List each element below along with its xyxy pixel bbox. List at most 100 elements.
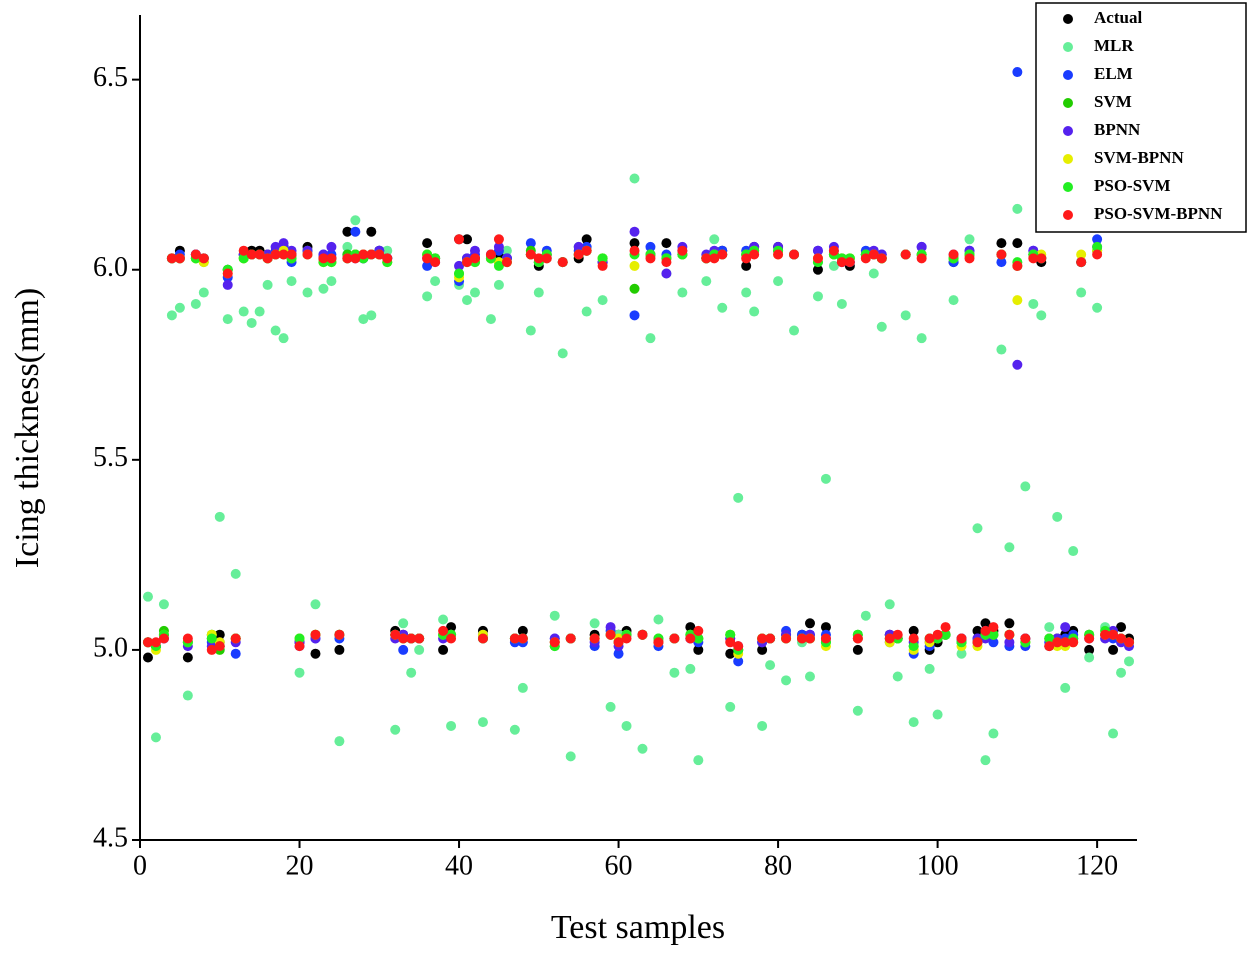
point (350, 215, 361, 226)
point (557, 348, 568, 359)
point (302, 249, 313, 260)
point (589, 618, 600, 629)
point (908, 633, 919, 644)
point (454, 234, 465, 245)
point (262, 279, 273, 290)
point (804, 633, 815, 644)
point (294, 633, 305, 644)
point (238, 306, 249, 317)
point (318, 283, 329, 294)
point (230, 648, 241, 659)
point (597, 295, 608, 306)
point (820, 633, 831, 644)
point (749, 306, 760, 317)
point (446, 622, 457, 633)
point (637, 629, 648, 640)
point (661, 238, 672, 249)
point (342, 253, 353, 264)
point (406, 633, 417, 644)
point (533, 287, 544, 298)
point (509, 633, 520, 644)
point (1116, 667, 1127, 678)
point (629, 310, 640, 321)
point (1044, 633, 1055, 644)
legend-label: SVM (1094, 92, 1132, 111)
point (645, 253, 656, 264)
point (988, 622, 999, 633)
point (804, 618, 815, 629)
point (382, 245, 393, 256)
x-tick-label: 0 (133, 850, 147, 881)
point (334, 629, 345, 640)
legend-marker (1063, 154, 1073, 164)
point (1036, 310, 1047, 321)
point (924, 633, 935, 644)
point (892, 629, 903, 640)
point (1092, 302, 1103, 313)
series (142, 241, 1135, 655)
point (685, 633, 696, 644)
point (549, 637, 560, 648)
point (198, 253, 209, 264)
point (1116, 622, 1127, 633)
point (621, 633, 632, 644)
point (174, 253, 185, 264)
point (222, 268, 233, 279)
point (597, 260, 608, 271)
point (222, 279, 233, 290)
point (781, 633, 792, 644)
point (725, 629, 736, 640)
point (262, 253, 273, 264)
point (765, 660, 776, 671)
legend-label: PSO-SVM (1094, 176, 1171, 195)
point (725, 648, 736, 659)
point (462, 295, 473, 306)
legend-label: SVM-BPNN (1094, 148, 1184, 167)
point (972, 523, 983, 534)
point (358, 249, 369, 260)
point (613, 637, 624, 648)
point (1012, 203, 1023, 214)
point (549, 610, 560, 621)
point (222, 314, 233, 325)
point (844, 257, 855, 268)
point (932, 629, 943, 640)
point (525, 238, 536, 249)
legend-label: MLR (1094, 36, 1134, 55)
point (956, 633, 967, 644)
point (406, 667, 417, 678)
legend-label: ELM (1094, 64, 1133, 83)
point (342, 226, 353, 237)
point (629, 173, 640, 184)
point (246, 249, 257, 260)
point (334, 644, 345, 655)
point (749, 249, 760, 260)
point (653, 637, 664, 648)
legend-marker (1063, 126, 1073, 136)
point (1020, 481, 1031, 492)
point (908, 625, 919, 636)
point (693, 644, 704, 655)
y-tick-label: 4.5 (93, 822, 128, 853)
point (398, 644, 409, 655)
point (150, 637, 161, 648)
point (948, 249, 959, 260)
point (1100, 629, 1111, 640)
point (1124, 656, 1135, 667)
point (390, 629, 401, 640)
point (605, 629, 616, 640)
x-tick-label: 40 (445, 850, 473, 881)
point (876, 253, 887, 264)
point (581, 234, 592, 245)
point (182, 633, 193, 644)
point (669, 667, 680, 678)
point (980, 755, 991, 766)
point (462, 257, 473, 268)
point (573, 249, 584, 260)
point (1052, 637, 1063, 648)
point (581, 245, 592, 256)
point (717, 302, 728, 313)
point (1068, 637, 1079, 648)
point (677, 245, 688, 256)
point (701, 276, 712, 287)
